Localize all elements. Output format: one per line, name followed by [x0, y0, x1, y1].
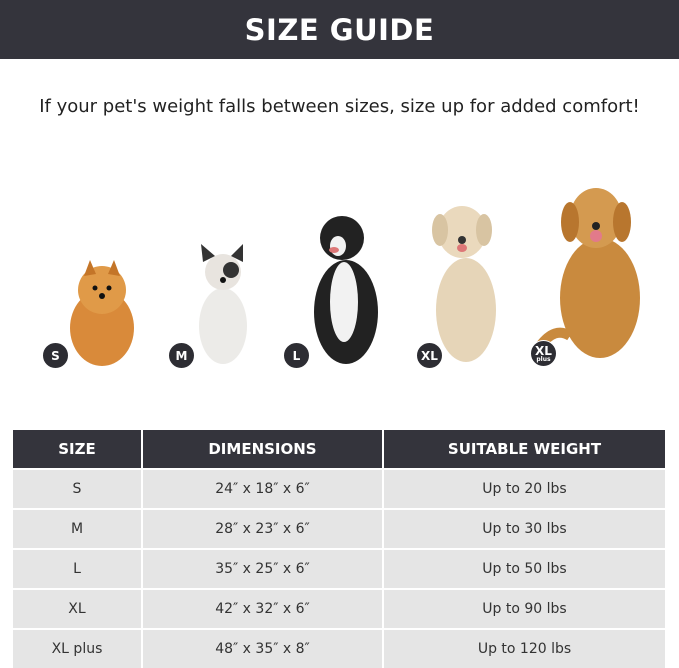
cell-dimensions: 35″ x 25″ x 6″ — [142, 548, 384, 589]
table-row: S 24″ x 18″ x 6″ Up to 20 lbs — [13, 468, 665, 509]
table-header-row: SIZE DIMENSIONS SUITABLE WEIGHT — [13, 430, 665, 469]
size-table: SIZE DIMENSIONS SUITABLE WEIGHT S 24″ x 1… — [13, 430, 665, 668]
table-row: M 28″ x 23″ x 6″ Up to 30 lbs — [13, 508, 665, 549]
size-badge-m: M — [168, 342, 195, 369]
cell-weight: Up to 90 lbs — [383, 588, 665, 629]
size-guide-banner: SIZE GUIDE — [0, 0, 679, 59]
labrador-image — [432, 206, 496, 362]
cell-weight: Up to 120 lbs — [383, 628, 665, 668]
cell-size: S — [13, 468, 143, 509]
border-collie-image — [314, 216, 378, 364]
table-row: XL 42″ x 32″ x 6″ Up to 90 lbs — [13, 588, 665, 629]
table-row: L 35″ x 25″ x 6″ Up to 50 lbs — [13, 548, 665, 589]
cell-size: XL plus — [13, 628, 143, 668]
cell-weight: Up to 50 lbs — [383, 548, 665, 589]
cell-size: L — [13, 548, 143, 589]
header-size: SIZE — [13, 430, 143, 469]
size-badge-l: L — [283, 342, 310, 369]
cell-dimensions: 48″ x 35″ x 8″ — [142, 628, 384, 668]
header-dimensions: DIMENSIONS — [142, 430, 384, 469]
size-badge-xl: XL — [416, 342, 443, 369]
size-badge-xl-plus: XL plus — [530, 340, 557, 367]
cell-weight: Up to 30 lbs — [383, 508, 665, 549]
cell-size: XL — [13, 588, 143, 629]
golden-retriever-image — [536, 188, 640, 358]
cell-size: M — [13, 508, 143, 549]
page-title: SIZE GUIDE — [244, 12, 435, 47]
header-weight: SUITABLE WEIGHT — [383, 430, 665, 469]
size-badge-s: S — [42, 342, 69, 369]
pomeranian-image — [70, 260, 134, 366]
cell-dimensions: 24″ x 18″ x 6″ — [142, 468, 384, 509]
cell-weight: Up to 20 lbs — [383, 468, 665, 509]
subtitle: If your pet's weight falls between sizes… — [39, 96, 640, 117]
cell-dimensions: 42″ x 32″ x 6″ — [142, 588, 384, 629]
french-bulldog-image — [199, 244, 247, 364]
cell-dimensions: 28″ x 23″ x 6″ — [142, 508, 384, 549]
table-row: XL plus 48″ x 35″ x 8″ Up to 120 lbs — [13, 628, 665, 668]
